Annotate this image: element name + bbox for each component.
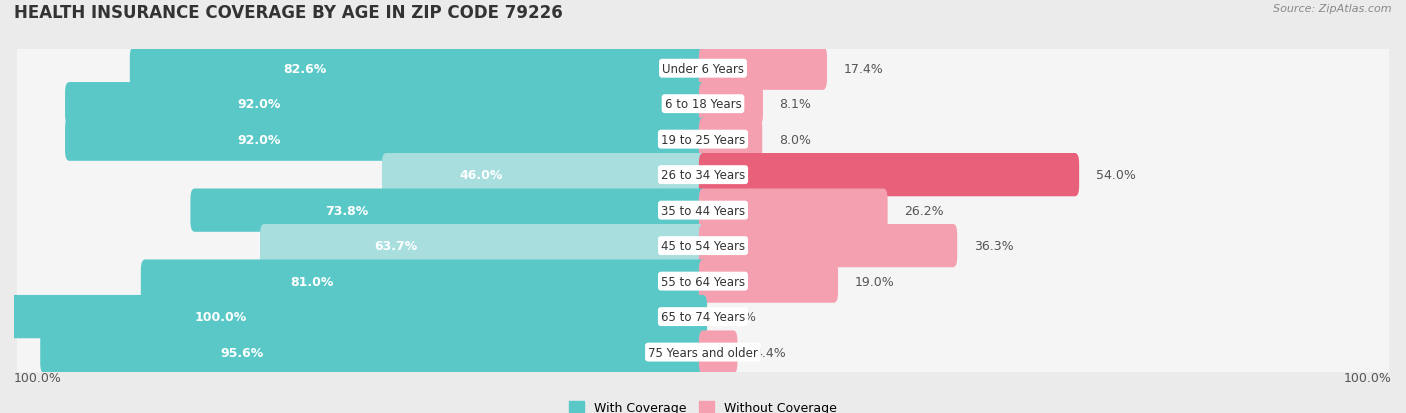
Text: 73.8%: 73.8% xyxy=(325,204,368,217)
FancyBboxPatch shape xyxy=(41,331,707,374)
FancyBboxPatch shape xyxy=(190,189,707,232)
FancyBboxPatch shape xyxy=(699,331,738,374)
Text: 8.1%: 8.1% xyxy=(779,98,811,111)
FancyBboxPatch shape xyxy=(17,148,1389,202)
FancyBboxPatch shape xyxy=(65,118,707,161)
FancyBboxPatch shape xyxy=(17,78,1389,131)
Text: 100.0%: 100.0% xyxy=(14,370,62,384)
FancyBboxPatch shape xyxy=(17,325,1389,379)
FancyBboxPatch shape xyxy=(699,224,957,268)
Text: 17.4%: 17.4% xyxy=(844,62,883,76)
Text: HEALTH INSURANCE COVERAGE BY AGE IN ZIP CODE 79226: HEALTH INSURANCE COVERAGE BY AGE IN ZIP … xyxy=(14,4,562,22)
FancyBboxPatch shape xyxy=(382,154,707,197)
Text: 92.0%: 92.0% xyxy=(238,98,281,111)
FancyBboxPatch shape xyxy=(10,295,707,338)
Legend: With Coverage, Without Coverage: With Coverage, Without Coverage xyxy=(569,401,837,413)
Text: 100.0%: 100.0% xyxy=(194,310,247,323)
Text: 100.0%: 100.0% xyxy=(1344,370,1392,384)
FancyBboxPatch shape xyxy=(65,83,707,126)
Text: 19 to 25 Years: 19 to 25 Years xyxy=(661,133,745,146)
Text: 4.4%: 4.4% xyxy=(754,346,786,359)
Text: 8.0%: 8.0% xyxy=(779,133,811,146)
FancyBboxPatch shape xyxy=(17,184,1389,237)
Text: 63.7%: 63.7% xyxy=(374,240,418,252)
Text: 92.0%: 92.0% xyxy=(238,133,281,146)
Text: Under 6 Years: Under 6 Years xyxy=(662,62,744,76)
FancyBboxPatch shape xyxy=(699,47,827,90)
Text: 6 to 18 Years: 6 to 18 Years xyxy=(665,98,741,111)
Text: 82.6%: 82.6% xyxy=(283,62,326,76)
Text: 45 to 54 Years: 45 to 54 Years xyxy=(661,240,745,252)
FancyBboxPatch shape xyxy=(17,42,1389,96)
FancyBboxPatch shape xyxy=(129,47,707,90)
Text: 54.0%: 54.0% xyxy=(1095,169,1136,182)
FancyBboxPatch shape xyxy=(699,118,762,161)
FancyBboxPatch shape xyxy=(699,83,763,126)
Text: 55 to 64 Years: 55 to 64 Years xyxy=(661,275,745,288)
Text: 65 to 74 Years: 65 to 74 Years xyxy=(661,310,745,323)
Text: 81.0%: 81.0% xyxy=(291,275,335,288)
Text: 46.0%: 46.0% xyxy=(460,169,503,182)
Text: 26.2%: 26.2% xyxy=(904,204,943,217)
FancyBboxPatch shape xyxy=(699,154,1080,197)
FancyBboxPatch shape xyxy=(141,260,707,303)
FancyBboxPatch shape xyxy=(17,290,1389,344)
Text: 75 Years and older: 75 Years and older xyxy=(648,346,758,359)
FancyBboxPatch shape xyxy=(699,260,838,303)
FancyBboxPatch shape xyxy=(17,254,1389,309)
Text: 19.0%: 19.0% xyxy=(855,275,894,288)
Text: 95.6%: 95.6% xyxy=(221,346,263,359)
Text: 26 to 34 Years: 26 to 34 Years xyxy=(661,169,745,182)
Text: 36.3%: 36.3% xyxy=(974,240,1014,252)
Text: Source: ZipAtlas.com: Source: ZipAtlas.com xyxy=(1274,4,1392,14)
FancyBboxPatch shape xyxy=(699,189,887,232)
FancyBboxPatch shape xyxy=(17,219,1389,273)
Text: 35 to 44 Years: 35 to 44 Years xyxy=(661,204,745,217)
FancyBboxPatch shape xyxy=(260,224,707,268)
Text: 0.0%: 0.0% xyxy=(724,310,755,323)
FancyBboxPatch shape xyxy=(17,113,1389,167)
